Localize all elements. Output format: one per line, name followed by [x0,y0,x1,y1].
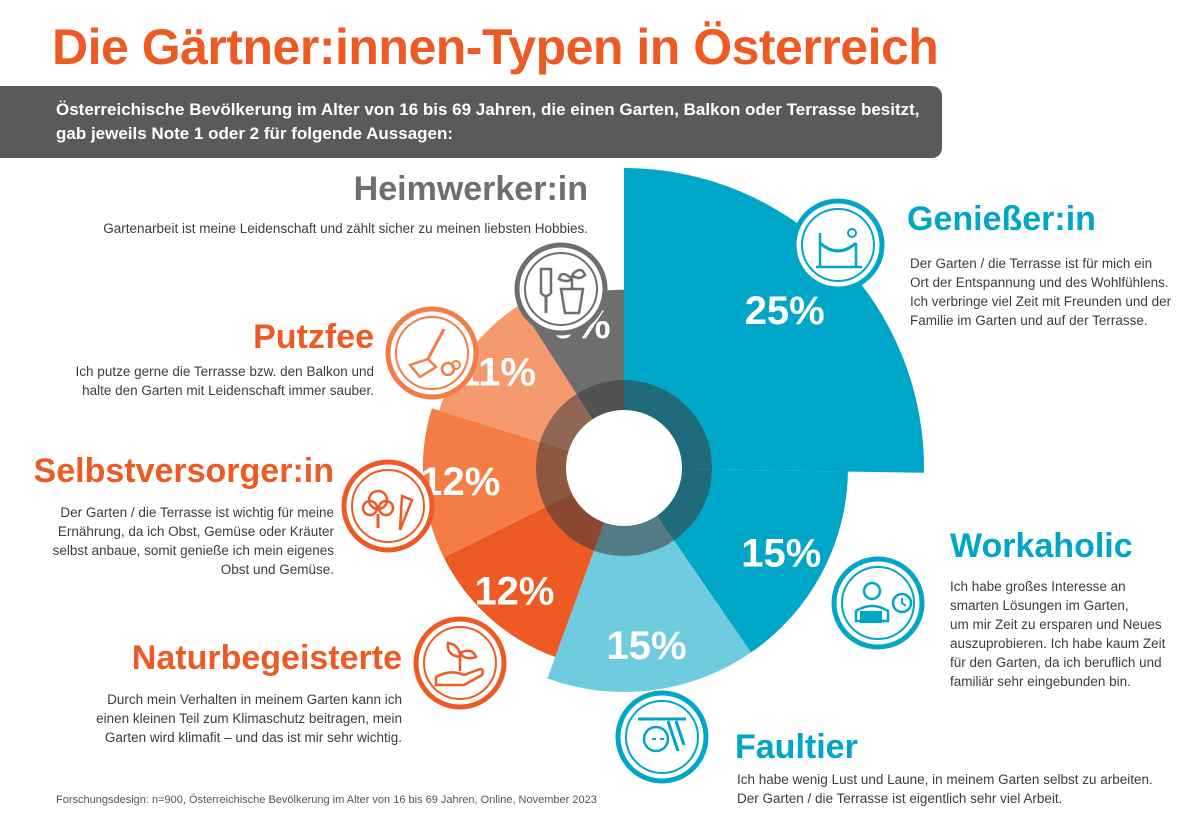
percent-label-workaholic: 15% [741,531,821,575]
selbstversorger-line: selbst anbaue, somit genieße ich mein ei… [52,543,334,558]
footnote: Forschungsdesign: n=900, Österreichische… [56,794,597,806]
hammock-sun-icon [791,198,885,292]
workaholic-line: um mir Zeit zu ersparen und Neues [950,617,1162,632]
subtitle-line-2: gab jeweils Note 1 oder 2 für folgende A… [56,124,454,143]
workaholic-line: familiär sehr eingebunden bin. [950,674,1131,689]
geniesser-line: Ort der Entspannung und des Wohlfühlens. [910,275,1169,290]
workaholic-line: für den Garten, da ich beruflich und [950,655,1162,670]
heimwerker-description: Gartenarbeit ist meine Leidenschaft und … [103,219,588,238]
faultier-description: Ich habe wenig Lust und Laune, in meinem… [737,770,1153,808]
slice-selbstversorger [422,408,624,558]
workaholic-heading: Workaholic [950,527,1133,565]
percent-label-naturbegeisterte: 12% [474,569,554,613]
selbstversorger-line: Obst und Gemüse. [220,562,334,577]
selbstversorger-heading: Selbstversorger:in [33,452,334,490]
geniesser-line: Der Garten / die Terrasse ist für mich e… [910,256,1153,271]
naturbegeisterte-line: einen kleinen Teil zum Klimaschutz beitr… [96,711,402,726]
workaholic-description: Ich habe großes Interesse an smarten Lös… [950,577,1165,691]
broom-icon [385,306,479,400]
workaholic-line: smarten Lösungen im Garten, [950,598,1129,613]
workaholic-line: auszuprobieren. Ich habe kaum Zeit [950,636,1166,651]
selbstversorger-line: Der Garten / die Terrasse ist wichtig fü… [60,505,334,520]
sloth-icon [615,690,709,784]
slice-faultier [547,468,752,693]
geniesser-line: Ich verbringe viel Zeit mit Freunden und… [910,294,1172,309]
putzfee-line: halte den Garten mit Leidenschaft immer … [82,383,374,398]
subtitle-box: Österreichische Bevölkerung im Alter von… [0,86,942,158]
geniesser-heading: Genießer:in [907,200,1096,238]
trowel-plant-icon [514,242,608,336]
page-title: Die Gärtner:innen-Typen in Österreich [52,19,939,75]
geniesser-line: Familie im Garten und auf der Terrasse. [910,313,1148,328]
putzfee-description: Ich putze gerne die Terrasse bzw. den Ba… [76,362,374,400]
chart-center-hole [566,410,682,526]
faultier-heading: Faultier [735,728,858,766]
workaholic-line: Ich habe großes Interesse an [950,579,1126,594]
naturbegeisterte-heading: Naturbegeisterte [131,639,402,677]
slice-geniesser [624,168,924,473]
putzfee-line: Ich putze gerne die Terrasse bzw. den Ba… [75,364,374,379]
percent-label-geniesser: 25% [745,289,825,333]
faultier-line: Der Garten / die Terrasse ist eigentlich… [737,791,1063,806]
laptop-clock-icon [831,556,925,650]
naturbegeisterte-line: Durch mein Verhalten in meinem Garten ka… [107,692,402,707]
naturbegeisterte-line: Garten wird klimafit – und das ist mir s… [104,730,402,745]
selbstversorger-description: Der Garten / die Terrasse ist wichtig fü… [53,503,334,579]
faultier-line: Ich habe wenig Lust und Laune, in meinem… [737,772,1153,787]
hand-plant-icon [413,616,507,710]
geniesser-description: Der Garten / die Terrasse ist für mich e… [910,254,1171,330]
naturbegeisterte-description: Durch mein Verhalten in meinem Garten ka… [96,690,402,747]
subtitle-line-1: Österreichische Bevölkerung im Alter von… [56,100,920,119]
selbstversorger-line: Ernährung, da ich Obst, Gemüse oder Kräu… [57,524,334,539]
percent-label-selbstversorger: 12% [420,460,500,504]
vegetables-icon [341,459,435,553]
heimwerker-line: Gartenarbeit ist meine Leidenschaft und … [103,221,588,236]
percent-label-faultier: 15% [607,624,687,668]
heimwerker-heading: Heimwerker:in [353,170,588,208]
putzfee-heading: Putzfee [253,318,374,356]
